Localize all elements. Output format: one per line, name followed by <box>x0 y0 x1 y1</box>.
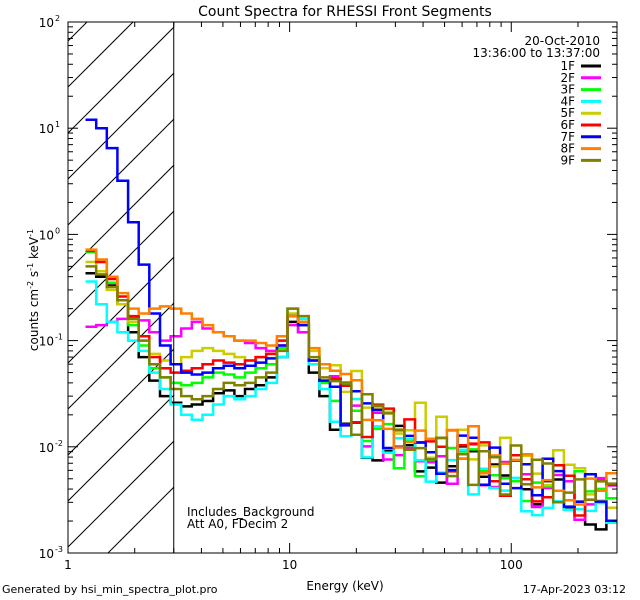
hatch-line <box>68 394 174 502</box>
x-tick-label: 1 <box>64 558 72 572</box>
y-tick-exponent: -2 <box>55 439 63 448</box>
x-tick-label: 100 <box>500 558 523 572</box>
y-axis-label: counts cm-2 s-1 keV-1 <box>26 229 41 351</box>
y-tick-label: 10 <box>39 547 54 561</box>
y-tick-exponent: 1 <box>55 120 60 129</box>
legend-label-1F: 1F <box>560 59 575 73</box>
hatch-line <box>68 118 174 226</box>
timestamp-label: 17-Apr-2023 03:12 <box>522 583 626 596</box>
legend-label-8F: 8F <box>560 142 575 156</box>
y-tick-label: 10 <box>39 122 54 136</box>
hatch-line <box>68 440 174 548</box>
annotation-attenuator: Att A0, FDecim 2 <box>187 517 288 531</box>
date-label: 20-Oct-2010 <box>524 34 600 48</box>
time-range-label: 13:36:00 to 13:37:00 <box>473 46 600 60</box>
y-tick-exponent: 0 <box>55 226 60 235</box>
y-tick-exponent: -3 <box>55 545 63 554</box>
legend-label-6F: 6F <box>560 118 575 132</box>
legend-label-7F: 7F <box>560 130 575 144</box>
plot-frame <box>67 21 618 554</box>
excluded-range-hatch <box>68 22 174 553</box>
y-tick-label: 10 <box>39 335 54 349</box>
hatch-line <box>107 486 174 553</box>
hatch-line <box>68 26 174 134</box>
hatch-line <box>68 210 174 318</box>
hatch-line <box>68 348 174 456</box>
series-line-9F <box>85 265 617 504</box>
hatch-line <box>68 22 134 88</box>
legend-label-5F: 5F <box>560 106 575 120</box>
x-tick-label: 10 <box>282 558 297 572</box>
legend-label-9F: 9F <box>560 153 575 167</box>
legend-label-2F: 2F <box>560 71 575 85</box>
chart-title: Count Spectra for RHESSI Front Segments <box>198 4 492 20</box>
hatch-line <box>68 72 174 180</box>
x-axis-label: Energy (keV) <box>306 579 383 593</box>
legend-label-3F: 3F <box>560 83 575 97</box>
y-tick-exponent: 2 <box>55 14 60 23</box>
hatch-line <box>68 302 174 410</box>
hatch-line <box>68 256 174 364</box>
generated-by-label: Generated by hsi_min_spectra_plot.pro <box>2 583 218 596</box>
y-tick-label: 10 <box>39 441 54 455</box>
annotation-background: Includes_Background <box>187 505 315 519</box>
hatch-line <box>68 22 88 42</box>
y-tick-label: 10 <box>39 16 54 30</box>
y-tick-exponent: -1 <box>55 333 63 342</box>
y-tick-label: 10 <box>39 228 54 242</box>
legend-label-4F: 4F <box>560 94 575 108</box>
